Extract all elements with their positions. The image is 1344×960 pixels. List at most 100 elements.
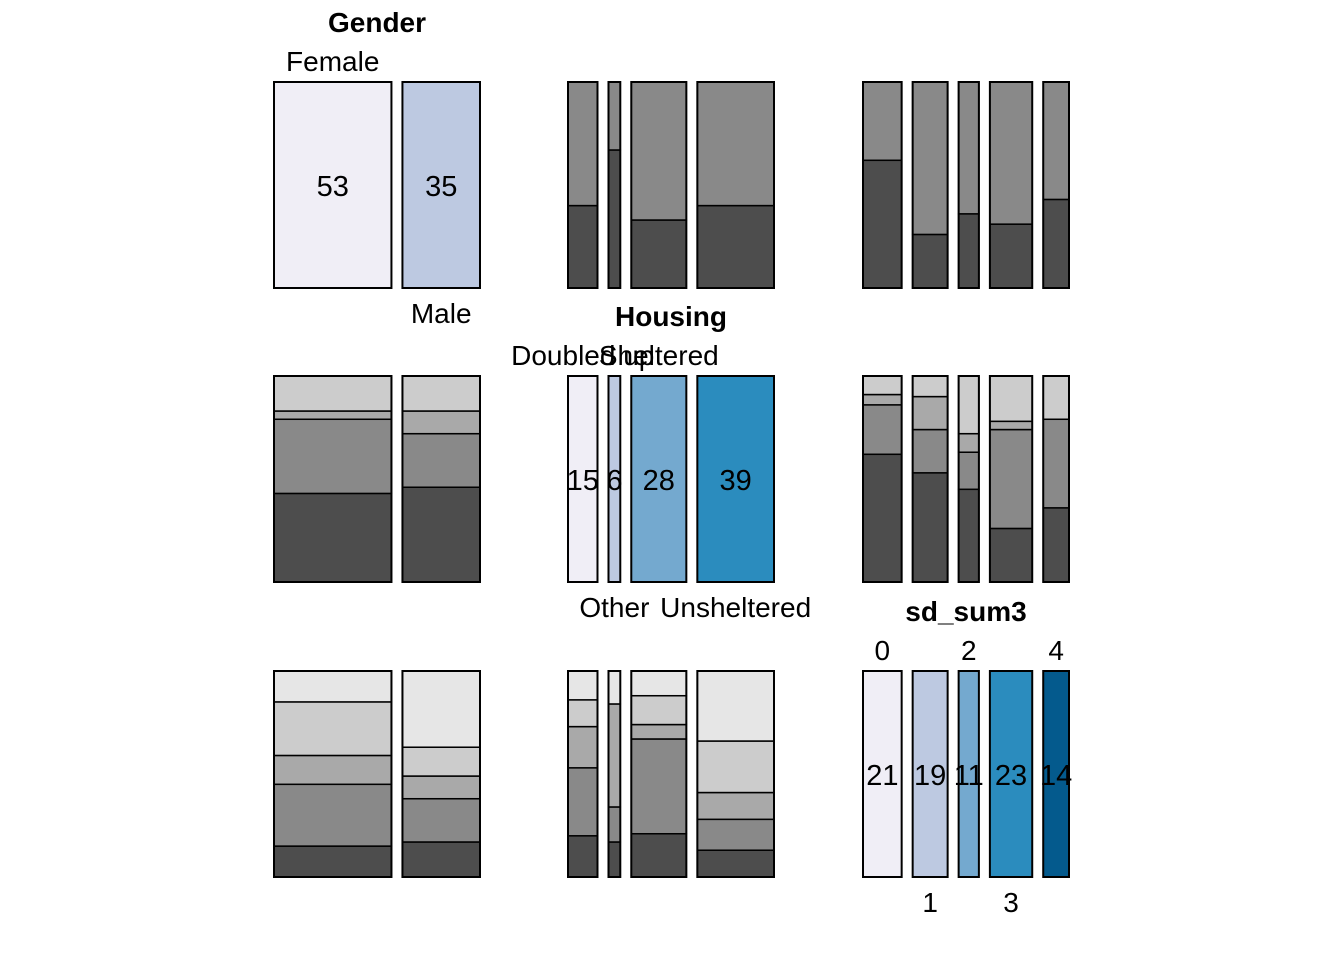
count-label-gender: 35 <box>425 171 457 203</box>
mosaic-tile <box>696 740 775 794</box>
mosaic-tile <box>567 204 599 289</box>
mosaic-tile <box>401 410 481 435</box>
count-label-gender: 53 <box>317 171 349 203</box>
mosaic-tile <box>696 81 775 207</box>
mosaic-tile <box>273 754 393 786</box>
mosaic-tile <box>957 81 980 215</box>
mosaic-tile <box>630 219 688 289</box>
mosaic-tile <box>1042 375 1070 421</box>
diagonal-tile-housing <box>696 375 775 583</box>
category-label-sd-sum3: 1 <box>922 887 938 918</box>
mosaic-bar-outline <box>607 81 622 289</box>
mosaic-tile <box>696 849 775 878</box>
mosaic-tile <box>401 375 481 412</box>
mosaic-tile <box>911 472 949 583</box>
mosaic-tile <box>1042 198 1070 289</box>
mosaic-tile <box>1042 507 1070 583</box>
diagonal-tile-sd-sum3 <box>957 670 980 878</box>
variable-title-housing: Housing <box>615 301 727 332</box>
mosaic-tile <box>862 159 903 289</box>
diagonal-tile-housing <box>567 375 599 583</box>
mosaic-bar-outline <box>567 670 599 878</box>
mosaic-tile <box>1042 81 1070 201</box>
mosaic-tile <box>273 845 393 878</box>
mosaic-tile <box>630 694 688 726</box>
mosaic-tile <box>911 428 949 474</box>
mosaic-tile <box>401 775 481 800</box>
count-label-sd-sum3: 23 <box>995 760 1027 792</box>
category-label-sd-sum3: 0 <box>875 635 891 666</box>
category-label-sd-sum3: 2 <box>961 635 977 666</box>
mosaic-tile <box>401 746 481 777</box>
count-label-housing: 15 <box>567 465 599 497</box>
mosaic-tile <box>862 453 903 583</box>
mosaic-tile <box>862 393 903 406</box>
mosaic-bar-outline <box>862 375 903 583</box>
count-label-sd-sum3: 14 <box>1040 760 1072 792</box>
mosaic-tile <box>401 670 481 748</box>
mosaic-tile <box>630 81 688 221</box>
mosaic-bar-outline <box>988 81 1034 289</box>
mosaic-tile <box>696 791 775 821</box>
mosaic-tile <box>273 783 393 847</box>
mosaic-tile <box>957 213 980 289</box>
mosaic-tile <box>957 432 980 453</box>
mosaic-tile <box>273 410 393 421</box>
mosaic-tile <box>273 418 393 495</box>
mosaic-tile <box>989 375 1033 423</box>
mosaic-tile <box>630 723 688 740</box>
mosaic-tile <box>607 81 622 151</box>
category-label-gender: Female <box>286 46 379 77</box>
mosaic-tile <box>630 738 688 835</box>
category-label-housing: Sheltered <box>599 340 719 371</box>
variable-title-sd-sum3: sd_sum3 <box>905 596 1026 627</box>
mosaic-bar-outline <box>567 81 599 289</box>
variable-title-gender: Gender <box>328 7 426 38</box>
diagonal-tile-housing <box>607 375 622 583</box>
mosaic-tile <box>401 432 481 488</box>
mosaic-tile <box>911 395 949 431</box>
mosaic-tile <box>273 701 393 757</box>
category-label-sd-sum3: 4 <box>1048 635 1064 666</box>
mosaic-tile <box>401 841 481 878</box>
category-label-housing: Unsheltered <box>660 592 811 623</box>
mosaic-tile <box>696 670 775 742</box>
mosaic-bar-outline <box>911 81 949 289</box>
mosaic-tile <box>957 488 980 583</box>
mosaic-tile <box>957 375 980 435</box>
mosaic-tile <box>989 81 1033 225</box>
mosaic-tile <box>567 835 599 878</box>
mosaic-tile <box>607 149 622 289</box>
mosaic-bar-outline <box>273 375 393 583</box>
mosaic-tile <box>696 204 775 289</box>
mosaic-bar-outline <box>401 375 481 583</box>
mosaic-bar-outline <box>957 81 980 289</box>
mosaic-tile <box>273 492 393 583</box>
mosaic-tile <box>630 670 688 697</box>
mosaic-tile <box>989 223 1033 289</box>
mosaic-tile <box>567 725 599 769</box>
mosaic-tile <box>567 767 599 837</box>
mosaic-tile <box>567 670 599 701</box>
mosaic-tile <box>989 420 1033 431</box>
count-label-housing: 6 <box>606 465 622 497</box>
mosaic-tile <box>989 428 1033 530</box>
mosaic-tile <box>911 81 949 236</box>
count-label-housing: 28 <box>643 465 675 497</box>
mosaic-tile <box>862 404 903 456</box>
mosaic-bar-outline <box>1042 81 1071 289</box>
mosaic-bar-outline <box>630 81 688 289</box>
mosaic-tile <box>989 527 1033 583</box>
mosaic-bar-outline <box>607 670 622 878</box>
diagonal-tile-gender <box>401 81 481 289</box>
count-label-sd-sum3: 11 <box>954 760 984 792</box>
diagonal-tile-sd-sum3 <box>1042 670 1071 878</box>
mosaic-tile <box>401 797 481 843</box>
diagonal-tile-sd-sum3 <box>988 670 1034 878</box>
count-label-housing: 39 <box>720 465 752 497</box>
diagonal-tile-housing <box>630 375 688 583</box>
mosaic-tile <box>273 670 393 703</box>
mosaic-tile <box>1042 418 1070 509</box>
mosaic-tile <box>911 233 949 289</box>
mosaic-tile <box>607 670 622 705</box>
